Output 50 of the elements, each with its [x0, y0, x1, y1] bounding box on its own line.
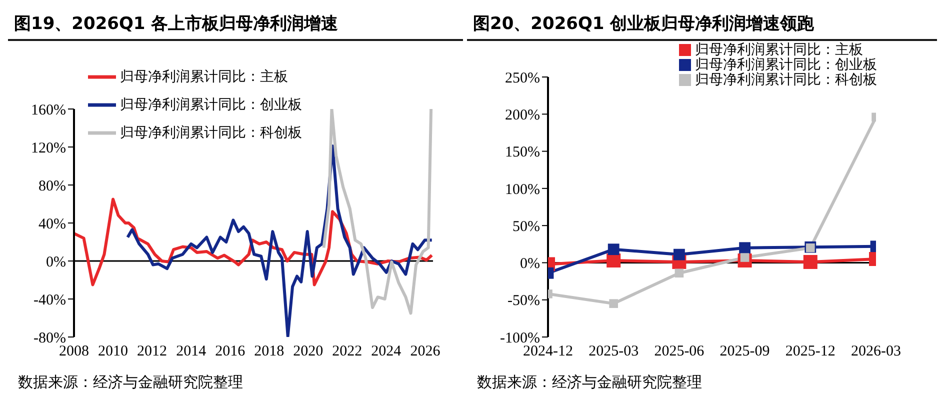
x-tick-label: 2026-03: [851, 344, 901, 360]
legend-label: 归母净利润累计同比：创业板: [120, 96, 302, 113]
legend-label: 归母净利润累计同比：科创板: [120, 124, 302, 141]
y-tick-label: -50%: [508, 293, 540, 310]
y-tick-label: -100%: [500, 330, 540, 346]
y-tick-label: 250%: [505, 70, 540, 86]
line-series: [126, 144, 433, 337]
legend-label: 归母净利润累计同比：主板: [120, 68, 288, 85]
x-tick-label: 2016: [215, 344, 246, 360]
y-tick-label: 200%: [505, 107, 540, 124]
y-tick-label: 50%: [512, 218, 540, 235]
x-tick-label: 2026: [410, 344, 441, 360]
x-tick-label: 2025-06: [654, 344, 705, 360]
x-tick-label: 2018: [254, 344, 284, 360]
source-note: 数据来源：经济与金融研究院整理: [476, 372, 703, 393]
y-tick-label: 0%: [520, 256, 540, 272]
line-series: [322, 109, 433, 315]
legend-label: 归母净利润累计同比：科创板: [695, 72, 877, 88]
y-tick-label: 120%: [31, 140, 66, 156]
chart-title: 图20、2026Q1 创业板归母净利润增速领跑: [467, 8, 937, 41]
point: [674, 268, 684, 278]
y-tick-label: 100%: [505, 182, 540, 198]
point: [608, 244, 620, 256]
y-tick-label: 80%: [38, 178, 66, 194]
point: [606, 253, 621, 268]
x-tick-label: 2020: [293, 344, 324, 360]
y-tick-label: 40%: [38, 216, 66, 232]
legend-label: 归母净利润累计同比：主板: [695, 42, 863, 58]
source-note: 数据来源：经济与金融研究院整理: [17, 372, 244, 393]
chart-title: 图19、2026Q1 各上市板归母净利润增速: [8, 8, 463, 41]
x-tick-label: 2024-12: [523, 344, 573, 360]
y-tick-label: 0%: [46, 254, 66, 270]
x-tick-label: 2024: [371, 344, 402, 360]
y-tick-label: -40%: [34, 292, 66, 308]
legend-label: 归母净利润累计同比：创业板: [695, 57, 877, 73]
y-tick-label: -80%: [34, 330, 66, 346]
point: [609, 299, 618, 308]
x-tick-label: 2022: [332, 344, 362, 360]
x-tick-label: 2025-12: [785, 344, 836, 360]
x-tick-label: 2025-03: [588, 344, 639, 360]
x-tick-label: 2025-09: [720, 344, 770, 360]
point: [803, 254, 818, 269]
x-tick-label: 2010: [98, 344, 128, 360]
x-tick-label: 2014: [176, 344, 207, 360]
x-tick-label: 2012: [137, 344, 168, 360]
x-tick-label: 2008: [59, 344, 89, 360]
y-tick-label: 150%: [505, 144, 540, 161]
point: [739, 242, 750, 254]
point: [674, 248, 685, 260]
y-tick-label: 160%: [31, 102, 66, 118]
